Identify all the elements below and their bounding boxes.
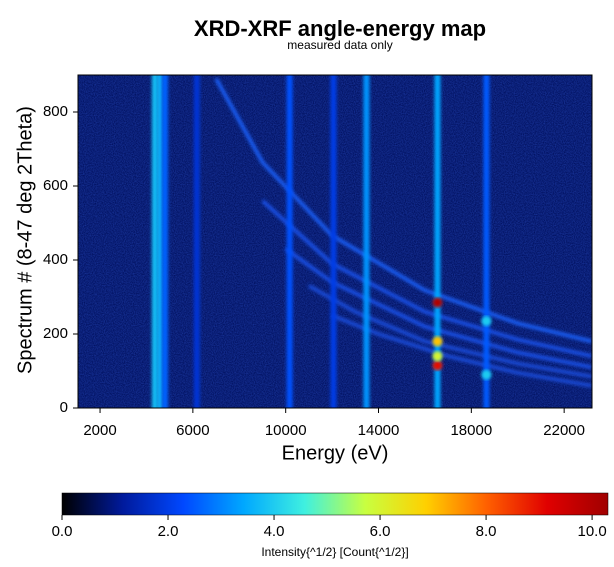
x-tick-label: 10000 bbox=[265, 422, 307, 439]
peak bbox=[432, 336, 443, 347]
colorbar-tick-label: 0.0 bbox=[52, 523, 73, 540]
emission-line bbox=[193, 75, 200, 408]
chart-subtitle: measured data only bbox=[287, 38, 392, 52]
peak bbox=[432, 297, 443, 308]
plot-area bbox=[78, 75, 592, 408]
diffraction-arc bbox=[331, 313, 592, 388]
peak bbox=[481, 369, 492, 380]
diffraction-arc bbox=[307, 284, 592, 379]
emission-line bbox=[434, 75, 441, 408]
y-tick-label: 0 bbox=[60, 399, 68, 416]
diffraction-arc bbox=[261, 199, 592, 359]
emission-line bbox=[483, 75, 490, 408]
y-tick-label: 400 bbox=[43, 251, 68, 268]
plot-frame bbox=[77, 74, 593, 409]
peak bbox=[432, 351, 443, 362]
emission-line bbox=[363, 75, 370, 408]
y-tick-label: 800 bbox=[43, 103, 68, 120]
emission-line bbox=[330, 75, 337, 408]
colorbar-tick-label: 6.0 bbox=[370, 523, 391, 540]
emission-line bbox=[162, 75, 169, 408]
colorbar bbox=[61, 492, 609, 516]
colorbar-tick-label: 4.0 bbox=[264, 523, 285, 540]
y-axis-label: Spectrum # (8-47 deg 2Theta) bbox=[14, 106, 36, 374]
colorbar-tick-label: 2.0 bbox=[158, 523, 179, 540]
emission-line bbox=[286, 75, 293, 408]
x-tick-label: 6000 bbox=[176, 422, 209, 439]
x-axis-label: Energy (eV) bbox=[282, 442, 389, 464]
emission-line bbox=[151, 75, 158, 408]
x-tick-label: 18000 bbox=[450, 422, 492, 439]
colorbar-tick-label: 10.0 bbox=[577, 523, 606, 540]
x-tick-label: 14000 bbox=[358, 422, 400, 439]
x-tick-label: 2000 bbox=[83, 422, 116, 439]
chart-title: XRD-XRF angle-energy map bbox=[194, 16, 486, 41]
peak bbox=[481, 316, 492, 327]
x-tick-label: 22000 bbox=[543, 422, 585, 439]
diffraction-arc bbox=[284, 247, 592, 370]
axes: 2000 6000 10000 14000 18000 22000 0 200 400 600 80… bbox=[43, 74, 593, 439]
y-tick-label: 600 bbox=[43, 177, 68, 194]
emission-line bbox=[156, 75, 163, 408]
colorbar-label: Intensity{^1/2} [Count{^1/2}] bbox=[261, 545, 408, 559]
diffraction-arc bbox=[214, 77, 592, 344]
colorbar-tick-label: 8.0 bbox=[476, 523, 497, 540]
peak bbox=[432, 360, 443, 371]
y-tick-label: 200 bbox=[43, 325, 68, 342]
